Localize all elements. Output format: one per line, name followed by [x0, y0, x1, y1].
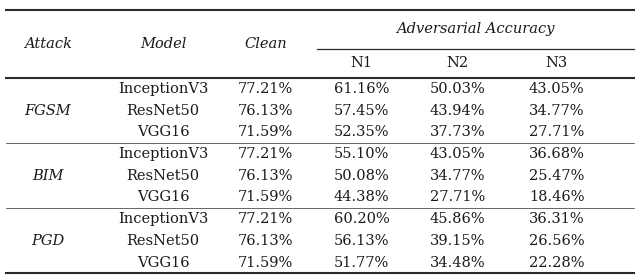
Text: ResNet50: ResNet50: [127, 104, 200, 118]
Text: 71.59%: 71.59%: [238, 125, 293, 140]
Text: PGD: PGD: [31, 234, 65, 248]
Text: 56.13%: 56.13%: [334, 234, 389, 248]
Text: Attack: Attack: [24, 37, 72, 51]
Text: 57.45%: 57.45%: [334, 104, 389, 118]
Text: 45.86%: 45.86%: [430, 212, 485, 226]
Text: 37.73%: 37.73%: [430, 125, 485, 140]
Text: Adversarial Accuracy: Adversarial Accuracy: [396, 22, 554, 36]
Text: 26.56%: 26.56%: [529, 234, 584, 248]
Text: 27.71%: 27.71%: [430, 191, 485, 205]
Text: 76.13%: 76.13%: [238, 169, 293, 183]
Text: 36.31%: 36.31%: [529, 212, 584, 226]
Text: 77.21%: 77.21%: [238, 212, 293, 226]
Text: 77.21%: 77.21%: [238, 147, 293, 161]
Text: 71.59%: 71.59%: [238, 191, 293, 205]
Text: 76.13%: 76.13%: [238, 104, 293, 118]
Text: InceptionV3: InceptionV3: [118, 212, 209, 226]
Text: 71.59%: 71.59%: [238, 256, 293, 270]
Text: Clean: Clean: [244, 37, 287, 51]
Text: 44.38%: 44.38%: [334, 191, 389, 205]
Text: 60.20%: 60.20%: [333, 212, 390, 226]
Text: 77.21%: 77.21%: [238, 82, 293, 96]
Text: InceptionV3: InceptionV3: [118, 147, 209, 161]
Text: 34.77%: 34.77%: [529, 104, 584, 118]
Text: 18.46%: 18.46%: [529, 191, 584, 205]
Text: InceptionV3: InceptionV3: [118, 82, 209, 96]
Text: 34.77%: 34.77%: [430, 169, 485, 183]
Text: Model: Model: [140, 37, 186, 51]
Text: 51.77%: 51.77%: [334, 256, 389, 270]
Text: 43.05%: 43.05%: [430, 147, 485, 161]
Text: 76.13%: 76.13%: [238, 234, 293, 248]
Text: 52.35%: 52.35%: [334, 125, 389, 140]
Text: 43.05%: 43.05%: [529, 82, 584, 96]
Text: 36.68%: 36.68%: [529, 147, 585, 161]
Text: VGG16: VGG16: [137, 125, 189, 140]
Text: 50.08%: 50.08%: [333, 169, 390, 183]
Text: ResNet50: ResNet50: [127, 169, 200, 183]
Text: 34.48%: 34.48%: [430, 256, 485, 270]
Text: 55.10%: 55.10%: [334, 147, 389, 161]
Text: BIM: BIM: [32, 169, 64, 183]
Text: N1: N1: [351, 56, 372, 71]
Text: 27.71%: 27.71%: [529, 125, 584, 140]
Text: FGSM: FGSM: [24, 104, 72, 118]
Text: N2: N2: [447, 56, 468, 71]
Text: 50.03%: 50.03%: [429, 82, 486, 96]
Text: 25.47%: 25.47%: [529, 169, 584, 183]
Text: ResNet50: ResNet50: [127, 234, 200, 248]
Text: N3: N3: [546, 56, 568, 71]
Text: 39.15%: 39.15%: [430, 234, 485, 248]
Text: VGG16: VGG16: [137, 256, 189, 270]
Text: VGG16: VGG16: [137, 191, 189, 205]
Text: 22.28%: 22.28%: [529, 256, 584, 270]
Text: 61.16%: 61.16%: [334, 82, 389, 96]
Text: 43.94%: 43.94%: [430, 104, 485, 118]
